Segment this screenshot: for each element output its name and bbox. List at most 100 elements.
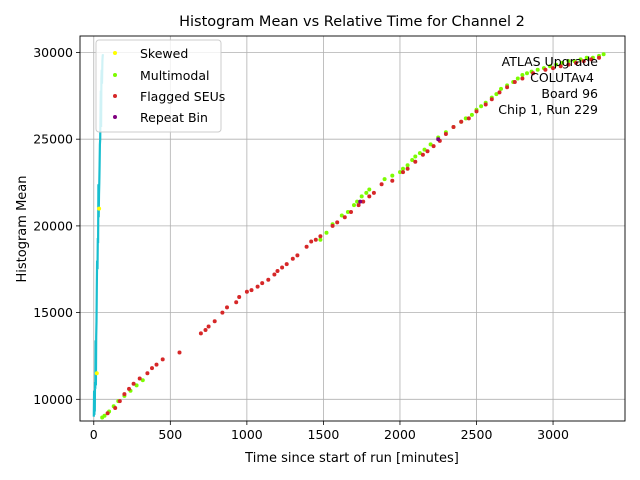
- legend-frame: [95, 39, 222, 133]
- point-flagged-seus: [379, 182, 384, 187]
- annotation-line-4: Chip 1, Run 229: [498, 102, 598, 117]
- point-flagged-seus: [589, 57, 594, 62]
- legend-marker-repeat-bin: [113, 115, 117, 119]
- point-multimodal: [390, 173, 395, 178]
- point-flagged-seus: [531, 71, 536, 76]
- point-flagged-seus: [160, 357, 165, 362]
- point-flagged-seus: [371, 190, 376, 195]
- point-skewed: [94, 371, 99, 376]
- point-flagged-seus: [551, 66, 555, 71]
- point-multimodal: [535, 67, 540, 72]
- point-multimodal: [515, 76, 520, 81]
- grid: [80, 36, 625, 421]
- point-multimodal: [494, 92, 499, 97]
- point-flagged-seus: [177, 350, 182, 355]
- point-multimodal: [102, 413, 107, 418]
- point-multimodal: [359, 194, 364, 199]
- x-tick-label: 1000: [231, 427, 263, 442]
- point-multimodal: [339, 213, 344, 218]
- point-flagged-seus: [255, 284, 260, 289]
- axis-ticks: 0 500 1000 1500 2000 2500 3000 10000 15000 20000 2…: [33, 45, 569, 442]
- point-multimodal: [422, 147, 427, 152]
- point-flagged-seus: [356, 203, 361, 208]
- point-flagged-seus: [483, 102, 488, 107]
- point-multimodal: [401, 166, 405, 171]
- point-flagged-seus: [335, 220, 340, 225]
- point-multimodal: [499, 86, 503, 91]
- point-flagged-seus: [225, 305, 229, 310]
- point-flagged-seus: [361, 199, 366, 204]
- point-multimodal: [318, 237, 323, 242]
- legend: Skewed Multimodal Flagged SEUs Repeat Bi…: [95, 39, 225, 133]
- point-flagged-seus: [425, 149, 430, 154]
- plot-frame: [79, 35, 626, 422]
- point-flagged-seus: [330, 223, 335, 228]
- point-flagged-seus: [581, 59, 586, 64]
- point-flagged-seus: [451, 125, 456, 129]
- legend-label-repeat-bin: Repeat Bin: [140, 110, 208, 125]
- x-tick-label: 0: [90, 427, 98, 442]
- annotation-line-1: ATLAS Upgrade: [502, 54, 599, 69]
- point-flagged-seus: [349, 210, 353, 214]
- x-tick-label: 500: [158, 427, 182, 442]
- x-axis-title: Time since start of run [minutes]: [244, 451, 459, 466]
- point-flagged-seus: [206, 324, 211, 329]
- point-flagged-seus: [220, 310, 225, 315]
- legend-marker-flagged-seus: [113, 94, 117, 98]
- point-multimodal: [479, 104, 484, 109]
- point-multimodal: [410, 158, 415, 162]
- annotation-line-3: Board 96: [541, 86, 598, 101]
- point-flagged-seus: [520, 76, 525, 81]
- point-flagged-seus: [249, 288, 254, 293]
- point-flagged-seus: [367, 194, 372, 199]
- legend-marker-skewed: [113, 51, 117, 55]
- point-multimodal: [413, 154, 418, 159]
- point-multimodal: [428, 142, 433, 147]
- annotation-line-2: COLUTAv4: [530, 70, 594, 85]
- point-flagged-seus: [505, 85, 510, 90]
- point-flagged-seus: [497, 90, 502, 95]
- point-flagged-seus: [474, 109, 479, 114]
- point-flagged-seus: [512, 80, 517, 84]
- point-flagged-seus: [117, 399, 122, 404]
- point-flagged-seus: [489, 97, 494, 102]
- point-repeat-bin: [358, 199, 363, 204]
- point-multimodal: [584, 55, 589, 60]
- y-tick-label: 25000: [33, 132, 73, 147]
- point-multimodal: [367, 187, 372, 192]
- point-flagged-seus: [290, 256, 295, 261]
- legend-label-multimodal: Multimodal: [140, 68, 209, 83]
- annotation: ATLAS Upgrade COLUTAv4 Board 96 Chip 1, …: [498, 54, 598, 117]
- y-tick-label: 10000: [33, 392, 73, 407]
- point-flagged-seus: [266, 277, 271, 282]
- point-flagged-seus: [431, 144, 436, 149]
- point-multimodal: [345, 210, 350, 214]
- point-multimodal: [520, 73, 525, 77]
- point-flagged-seus: [597, 55, 601, 60]
- point-flagged-seus: [413, 159, 418, 164]
- point-flagged-seus: [459, 119, 464, 124]
- point-flagged-seus: [390, 178, 395, 183]
- point-multimodal: [560, 60, 565, 65]
- point-multimodal: [417, 151, 422, 156]
- point-flagged-seus: [405, 166, 410, 171]
- point-flagged-seus: [466, 116, 471, 121]
- point-repeat-bin: [436, 137, 441, 142]
- y-tick-label: 15000: [33, 305, 73, 320]
- point-multimodal: [134, 383, 139, 388]
- point-flagged-seus: [558, 64, 563, 69]
- point-flagged-seus: [543, 67, 548, 72]
- point-flagged-seus: [234, 300, 239, 305]
- point-multimodal: [324, 230, 329, 235]
- point-multimodal: [352, 203, 356, 208]
- y-tick-label: 30000: [33, 45, 73, 60]
- point-multimodal: [566, 59, 571, 64]
- point-flagged-seus: [244, 289, 249, 294]
- point-multimodal: [601, 52, 606, 57]
- point-flagged-seus: [137, 376, 142, 381]
- point-multimodal: [382, 177, 387, 182]
- point-flagged-seus: [272, 272, 277, 277]
- point-multimodal: [364, 190, 369, 195]
- point-flagged-seus: [295, 253, 300, 258]
